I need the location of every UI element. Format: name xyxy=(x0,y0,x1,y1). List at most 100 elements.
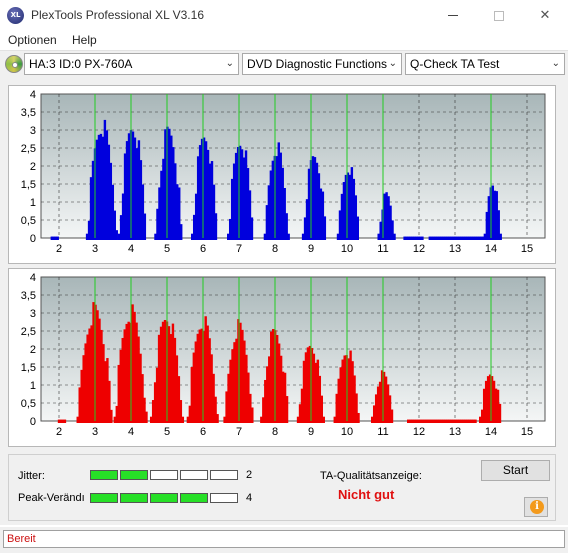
data-bar xyxy=(378,381,382,423)
data-bar xyxy=(434,236,437,240)
data-bar xyxy=(137,140,141,240)
data-bar xyxy=(305,199,309,240)
data-bar xyxy=(139,160,143,240)
data-bar xyxy=(492,380,496,423)
disc-drive-icon xyxy=(5,55,23,73)
data-bar xyxy=(123,329,126,423)
data-bar xyxy=(419,236,422,240)
data-bar xyxy=(178,187,181,240)
data-bar xyxy=(414,419,418,423)
menu-optionen[interactable]: Optionen xyxy=(8,33,57,47)
data-bar xyxy=(135,148,139,240)
data-bar xyxy=(275,156,278,240)
data-bar xyxy=(269,170,273,240)
data-bar xyxy=(244,150,248,240)
minimize-button[interactable] xyxy=(430,0,476,30)
data-bar xyxy=(484,380,488,423)
data-bar xyxy=(464,236,467,240)
maximize-button[interactable] xyxy=(476,0,522,30)
data-bar xyxy=(348,174,352,240)
data-bar xyxy=(243,340,246,423)
data-bar xyxy=(172,147,175,240)
peak-meter-segment xyxy=(180,493,208,503)
data-bar xyxy=(233,342,236,423)
data-bar xyxy=(486,236,489,240)
data-bar xyxy=(170,135,173,240)
data-bar xyxy=(285,213,288,240)
close-button[interactable]: ✕ xyxy=(522,0,568,30)
data-bar xyxy=(54,236,57,240)
y-tick-label: 2,5 xyxy=(21,143,36,155)
x-tick-label: 3 xyxy=(92,243,98,255)
data-bar xyxy=(237,319,240,423)
data-bar xyxy=(448,236,451,240)
peak-chart: 0 0,5 1 1,5 2 2,5 3 3,5 4 2 3 4 5 6 7 8 9 10 11 12 13 14 15 xyxy=(21,272,546,438)
data-bar xyxy=(223,416,226,423)
data-bar xyxy=(271,160,275,240)
test-select[interactable]: Q-Check TA Test ⌄ xyxy=(405,53,565,75)
data-bar xyxy=(76,416,79,423)
data-bar xyxy=(192,214,196,240)
x-tick-label: 4 xyxy=(128,243,134,255)
drive-select[interactable]: HA:3 ID:0 PX-760A ⌄ xyxy=(24,53,239,75)
data-bar xyxy=(57,419,61,423)
data-bar xyxy=(155,367,159,423)
data-bar xyxy=(371,416,374,423)
data-bar xyxy=(350,167,354,240)
x-tick-label: 8 xyxy=(272,426,278,438)
data-bar xyxy=(216,414,219,423)
data-bar xyxy=(107,144,111,240)
data-bar xyxy=(272,329,275,423)
x-tick-label: 2 xyxy=(56,426,62,438)
data-bar xyxy=(97,134,101,240)
data-bar xyxy=(175,355,179,423)
data-bar xyxy=(480,236,483,240)
data-bar xyxy=(488,374,492,423)
data-bar xyxy=(411,236,414,240)
data-bar xyxy=(263,233,267,240)
start-button[interactable]: Start xyxy=(481,460,550,481)
data-bar xyxy=(231,349,234,423)
data-bar xyxy=(145,411,148,423)
data-bar xyxy=(302,360,306,423)
y-tick-label: 3,5 xyxy=(21,107,36,119)
data-bar xyxy=(235,338,238,423)
data-bar xyxy=(171,323,175,423)
data-bar xyxy=(432,236,435,240)
data-bar xyxy=(499,233,502,240)
data-bar xyxy=(196,333,199,423)
data-bar xyxy=(413,236,416,240)
data-bar xyxy=(352,178,356,240)
data-bar xyxy=(377,233,380,240)
data-bar xyxy=(264,379,267,423)
x-tick-label: 7 xyxy=(236,243,242,255)
data-bar xyxy=(385,192,388,240)
data-bar xyxy=(174,163,177,240)
data-bar xyxy=(106,358,109,423)
x-tick-label: 12 xyxy=(413,426,425,438)
y-tick-label: 2 xyxy=(30,161,36,173)
info-button[interactable]: i xyxy=(524,497,548,517)
data-bar xyxy=(353,375,356,423)
data-bar xyxy=(341,359,344,423)
drive-select-value: HA:3 ID:0 PX-760A xyxy=(29,57,133,71)
chevron-down-icon: ⌄ xyxy=(225,58,234,69)
data-bar xyxy=(133,311,136,423)
menu-help[interactable]: Help xyxy=(72,33,97,47)
data-bar xyxy=(494,388,498,423)
data-bar xyxy=(154,233,157,240)
data-bar xyxy=(470,419,473,423)
data-bar xyxy=(388,395,392,423)
data-bar xyxy=(135,322,138,423)
x-tick-label: 5 xyxy=(164,426,170,438)
data-bar xyxy=(321,191,325,240)
data-bar xyxy=(386,384,390,423)
data-bar xyxy=(478,236,481,240)
data-bar xyxy=(426,419,430,423)
data-bar xyxy=(90,325,93,423)
data-bar xyxy=(91,160,95,240)
peak-chart-panel: 0 0,5 1 1,5 2 2,5 3 3,5 4 2 3 4 5 6 7 8 9 10 11 12 13 14 15 xyxy=(8,268,556,447)
data-bar xyxy=(456,236,459,240)
data-bar xyxy=(474,419,477,423)
function-select[interactable]: DVD Diagnostic Functions ⌄ xyxy=(242,53,402,75)
